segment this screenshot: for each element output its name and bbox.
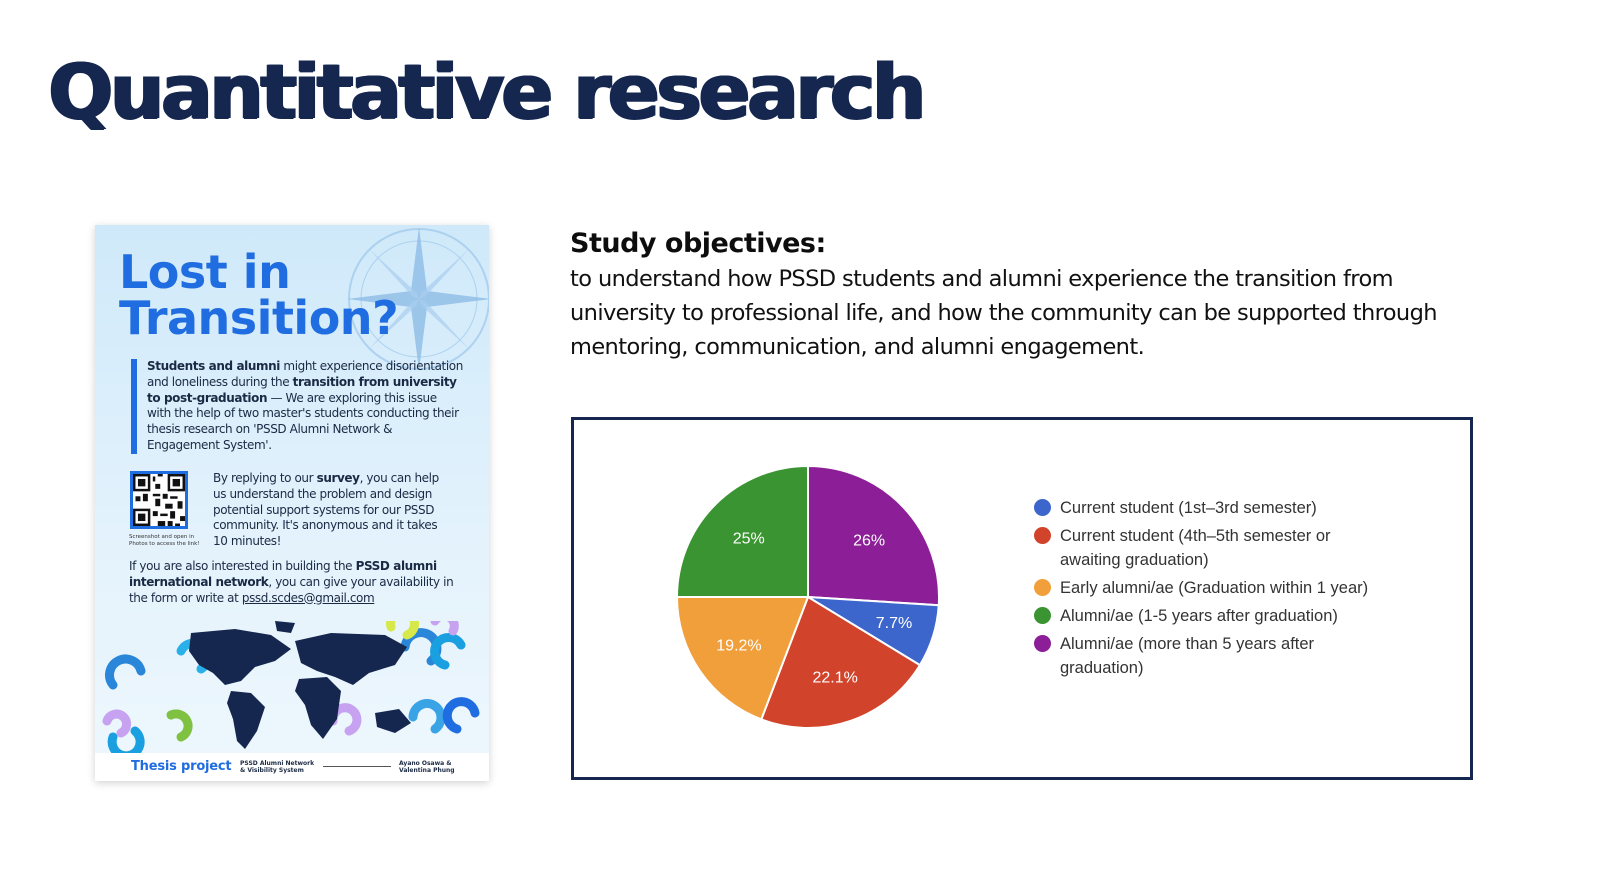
- world-map-illustration: [102, 621, 480, 753]
- legend-label-1: Current student (1st–3rd semester): [1060, 499, 1317, 517]
- poster-footer-right: Ayano Osawa & Valentina Phung: [399, 760, 455, 774]
- email-link[interactable]: pssd.scdes@gmail.com: [241, 590, 375, 605]
- poster-footer-left: Thesis project: [131, 759, 232, 774]
- legend-label-4: Alumni/ae (1-5 years after graduation): [1060, 607, 1338, 625]
- poster-footer-middle: PSSD Alumni Network & Visibility System: [240, 760, 315, 774]
- legend-label-5: Alumni/ae (more than 5 years after gradu…: [1060, 635, 1315, 677]
- intro-bold-1: Students and alumni: [147, 359, 280, 373]
- legend-item-5: Alumni/ae (more than 5 years after gradu…: [1032, 632, 1372, 680]
- poster-headline-line1: Lost in: [119, 245, 291, 299]
- objectives-label: Study objectives:: [570, 228, 826, 259]
- survey-text-1: By replying to our: [213, 471, 317, 485]
- qr-caption: Screenshot and open in Photos to access …: [129, 534, 200, 547]
- qr-code-icon: [133, 474, 185, 526]
- pie-chart-panel: 26% 7.7% 22.1% 19.2% 25% Current student (1s…: [571, 417, 1473, 780]
- pie-slice-label-4: 25%: [733, 531, 765, 548]
- poster-footer-divider: [323, 766, 391, 767]
- poster-survey-text: By replying to our survey, you can help …: [213, 471, 453, 550]
- survey-poster: Lost in Transition? Students and alumni …: [95, 225, 489, 781]
- qr-code[interactable]: [130, 471, 188, 529]
- survey-text-2: , you can help us understand the problem…: [213, 471, 439, 549]
- legend-label-3: Early alumni/ae (Graduation within 1 yea…: [1060, 579, 1369, 597]
- poster-intro-text: Students and alumni might experience dis…: [131, 359, 463, 454]
- intro-text-1: might experience disorientation and lone…: [147, 359, 463, 389]
- pie-slice-label-3: 19.2%: [716, 638, 761, 655]
- legend-item-2: Current student (4th–5th semester or awa…: [1032, 524, 1372, 572]
- chart-legend: Current student (1st–3rd semester) Curren…: [1032, 496, 1372, 684]
- objectives-text: to understand how PSSD students and alum…: [570, 266, 1438, 360]
- legend-label-2: Current student (4th–5th semester or awa…: [1060, 527, 1331, 569]
- poster-network-text: If you are also interested in building t…: [129, 559, 459, 606]
- network-text-2: , you can give your availability in the …: [129, 574, 454, 605]
- pie-slice-label-1: 7.7%: [876, 615, 912, 632]
- legend-item-1: Current student (1st–3rd semester): [1032, 496, 1372, 520]
- legend-swatch-1: [1034, 499, 1051, 516]
- legend-swatch-5: [1034, 635, 1051, 652]
- study-objectives: Study objectives: to understand how PSSD…: [570, 226, 1490, 364]
- pie-slice-label-5: 26%: [853, 533, 885, 550]
- pie-slice-3: [675, 596, 810, 721]
- survey-bold-1: survey: [316, 471, 360, 485]
- poster-headline-line2: Transition?: [119, 291, 399, 345]
- network-text-1: If you are also interested in building t…: [129, 559, 356, 573]
- legend-item-4: Alumni/ae (1-5 years after graduation): [1032, 604, 1372, 628]
- compass-rose-icon: [347, 227, 489, 371]
- intro-bold-2: transition from university to post-gradu…: [147, 374, 457, 405]
- intro-text-2: — We are exploring this issue with the h…: [147, 390, 459, 452]
- pie-chart: 26% 7.7% 22.1% 19.2% 25%: [675, 464, 940, 729]
- poster-headline: Lost in Transition?: [119, 245, 399, 345]
- legend-swatch-4: [1034, 607, 1051, 624]
- network-bold-1: PSSD alumni international network: [129, 559, 437, 589]
- legend-swatch-3: [1034, 579, 1051, 596]
- pie-slice-label-2: 22.1%: [812, 669, 857, 686]
- legend-swatch-2: [1034, 527, 1051, 544]
- legend-item-3: Early alumni/ae (Graduation within 1 yea…: [1032, 576, 1372, 600]
- pie-slice-5: [807, 464, 940, 607]
- pie-slice-4: [675, 464, 809, 598]
- poster-footer: Thesis project PSSD Alumni Network & Vis…: [95, 753, 489, 781]
- pie-slice-2: [760, 595, 922, 729]
- slide-title: Quantitative research: [48, 47, 926, 136]
